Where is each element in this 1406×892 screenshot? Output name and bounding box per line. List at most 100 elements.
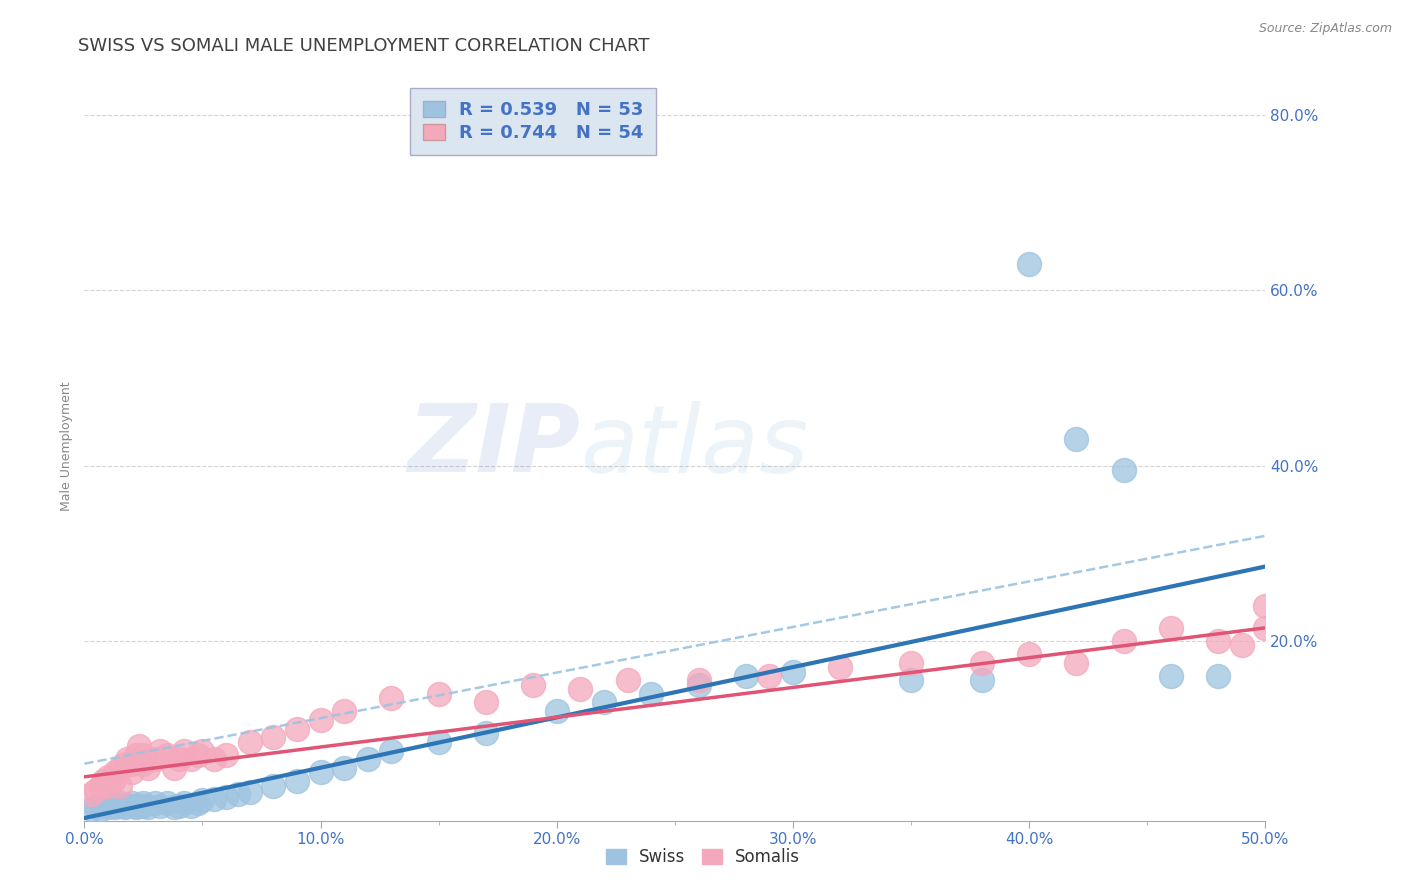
- Point: [91, 774, 114, 789]
- Point: [475, 726, 498, 740]
- Point: [1066, 656, 1088, 670]
- Point: [101, 774, 124, 789]
- Point: [128, 739, 150, 753]
- Point: [202, 791, 225, 805]
- Point: [156, 796, 179, 810]
- Point: [104, 800, 127, 814]
- Point: [97, 800, 120, 814]
- Point: [167, 798, 190, 813]
- Point: [191, 793, 214, 807]
- Point: [970, 656, 993, 670]
- Point: [215, 747, 238, 762]
- Point: [239, 785, 262, 799]
- Point: [115, 752, 138, 766]
- Point: [125, 747, 148, 762]
- Point: [132, 756, 155, 771]
- Point: [1254, 599, 1277, 613]
- Legend: Swiss, Somalis: Swiss, Somalis: [598, 840, 808, 875]
- Point: [202, 752, 225, 766]
- Point: [309, 765, 332, 780]
- Point: [970, 673, 993, 688]
- Point: [104, 765, 127, 780]
- Point: [215, 789, 238, 804]
- Point: [239, 735, 262, 749]
- Legend: R = 0.539   N = 53, R = 0.744   N = 54: R = 0.539 N = 53, R = 0.744 N = 54: [411, 88, 657, 155]
- Point: [427, 687, 450, 701]
- Point: [114, 756, 136, 771]
- Point: [115, 798, 138, 813]
- Point: [156, 747, 179, 762]
- Point: [1066, 433, 1088, 447]
- Point: [90, 802, 112, 816]
- Point: [734, 669, 756, 683]
- Point: [475, 695, 498, 709]
- Point: [285, 722, 308, 736]
- Text: atlas: atlas: [581, 401, 808, 491]
- Point: [1230, 639, 1253, 653]
- Point: [90, 779, 112, 793]
- Point: [1160, 621, 1182, 635]
- Point: [108, 779, 131, 793]
- Point: [309, 713, 332, 727]
- Point: [128, 798, 150, 813]
- Point: [132, 747, 155, 762]
- Point: [108, 761, 131, 775]
- Point: [132, 798, 155, 813]
- Point: [149, 743, 172, 757]
- Point: [180, 752, 202, 766]
- Point: [616, 673, 638, 688]
- Point: [380, 743, 402, 757]
- Point: [900, 656, 922, 670]
- Point: [285, 774, 308, 789]
- Point: [143, 752, 166, 766]
- Point: [187, 796, 209, 810]
- Text: SWISS VS SOMALI MALE UNEMPLOYMENT CORRELATION CHART: SWISS VS SOMALI MALE UNEMPLOYMENT CORREL…: [79, 37, 650, 54]
- Point: [830, 660, 852, 674]
- Point: [262, 731, 284, 745]
- Point: [569, 682, 592, 697]
- Point: [163, 800, 186, 814]
- Point: [167, 752, 190, 766]
- Point: [191, 743, 214, 757]
- Point: [782, 665, 804, 679]
- Point: [101, 798, 124, 813]
- Point: [125, 800, 148, 814]
- Point: [136, 800, 159, 814]
- Point: [900, 673, 922, 688]
- Point: [80, 788, 103, 802]
- Point: [380, 690, 402, 705]
- Point: [91, 798, 114, 813]
- Point: [1206, 669, 1229, 683]
- Point: [121, 756, 143, 771]
- Point: [758, 669, 780, 683]
- Point: [121, 796, 143, 810]
- Point: [143, 796, 166, 810]
- Y-axis label: Male Unemployment: Male Unemployment: [60, 381, 73, 511]
- Point: [333, 704, 356, 718]
- Point: [688, 673, 710, 688]
- Text: Source: ZipAtlas.com: Source: ZipAtlas.com: [1258, 22, 1392, 36]
- Point: [1112, 463, 1135, 477]
- Point: [97, 779, 120, 793]
- Point: [136, 761, 159, 775]
- Point: [1112, 634, 1135, 648]
- Point: [1254, 621, 1277, 635]
- Point: [84, 783, 107, 797]
- Point: [226, 788, 249, 802]
- Point: [114, 800, 136, 814]
- Point: [262, 779, 284, 793]
- Point: [357, 752, 380, 766]
- Point: [149, 798, 172, 813]
- Point: [108, 796, 131, 810]
- Point: [132, 796, 155, 810]
- Point: [333, 761, 356, 775]
- Point: [108, 798, 131, 813]
- Point: [173, 796, 195, 810]
- Point: [121, 765, 143, 780]
- Point: [1018, 257, 1040, 271]
- Point: [1018, 647, 1040, 661]
- Point: [1206, 634, 1229, 648]
- Point: [1160, 669, 1182, 683]
- Text: ZIP: ZIP: [408, 400, 581, 492]
- Point: [121, 798, 143, 813]
